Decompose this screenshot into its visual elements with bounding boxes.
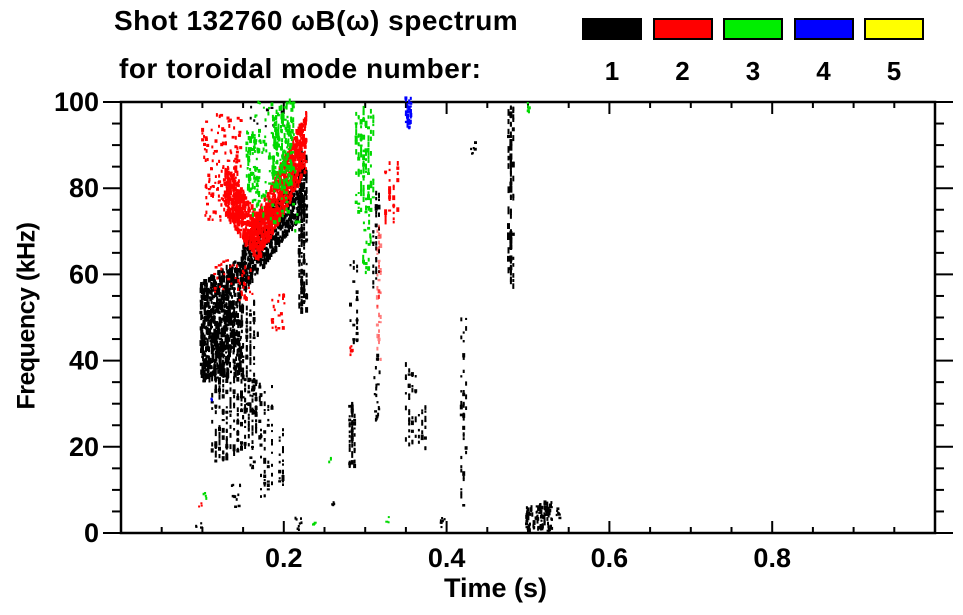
legend-label-5: 5 xyxy=(886,56,902,86)
x-tick-label: 0.8 xyxy=(753,543,791,573)
legend-swatch-2 xyxy=(652,18,713,40)
x-tick-label: 0.2 xyxy=(265,543,303,573)
legend-label-3: 3 xyxy=(745,56,761,86)
legend-swatch-5 xyxy=(864,18,924,40)
figure-title-line1: Shot 132760 ωB(ω) spectrum xyxy=(114,5,519,36)
x-axis-title: Time (s) xyxy=(444,573,548,603)
y-tick-label: 100 xyxy=(54,87,99,117)
y-tick-label: 0 xyxy=(84,518,99,548)
legend-label-4: 4 xyxy=(816,56,831,86)
legend-label-2: 2 xyxy=(675,56,690,86)
y-tick-label: 60 xyxy=(69,259,99,289)
plot-frame xyxy=(119,100,937,535)
y-tick-label: 20 xyxy=(69,432,99,462)
legend-swatch-4 xyxy=(793,18,854,40)
x-tick-label: 0.4 xyxy=(428,543,466,573)
x-tick-label: 0.6 xyxy=(591,543,629,573)
y-tick-label: 80 xyxy=(69,173,99,203)
legend-label-1: 1 xyxy=(604,56,620,86)
legend-swatch-1 xyxy=(582,18,642,40)
y-axis-title: Frequency (kHz) xyxy=(12,222,41,410)
data-points-layer xyxy=(195,96,562,533)
legend-swatch-3 xyxy=(723,18,783,40)
y-tick-label: 40 xyxy=(69,346,99,376)
figure-title-line2: for toroidal mode number: xyxy=(119,53,482,84)
